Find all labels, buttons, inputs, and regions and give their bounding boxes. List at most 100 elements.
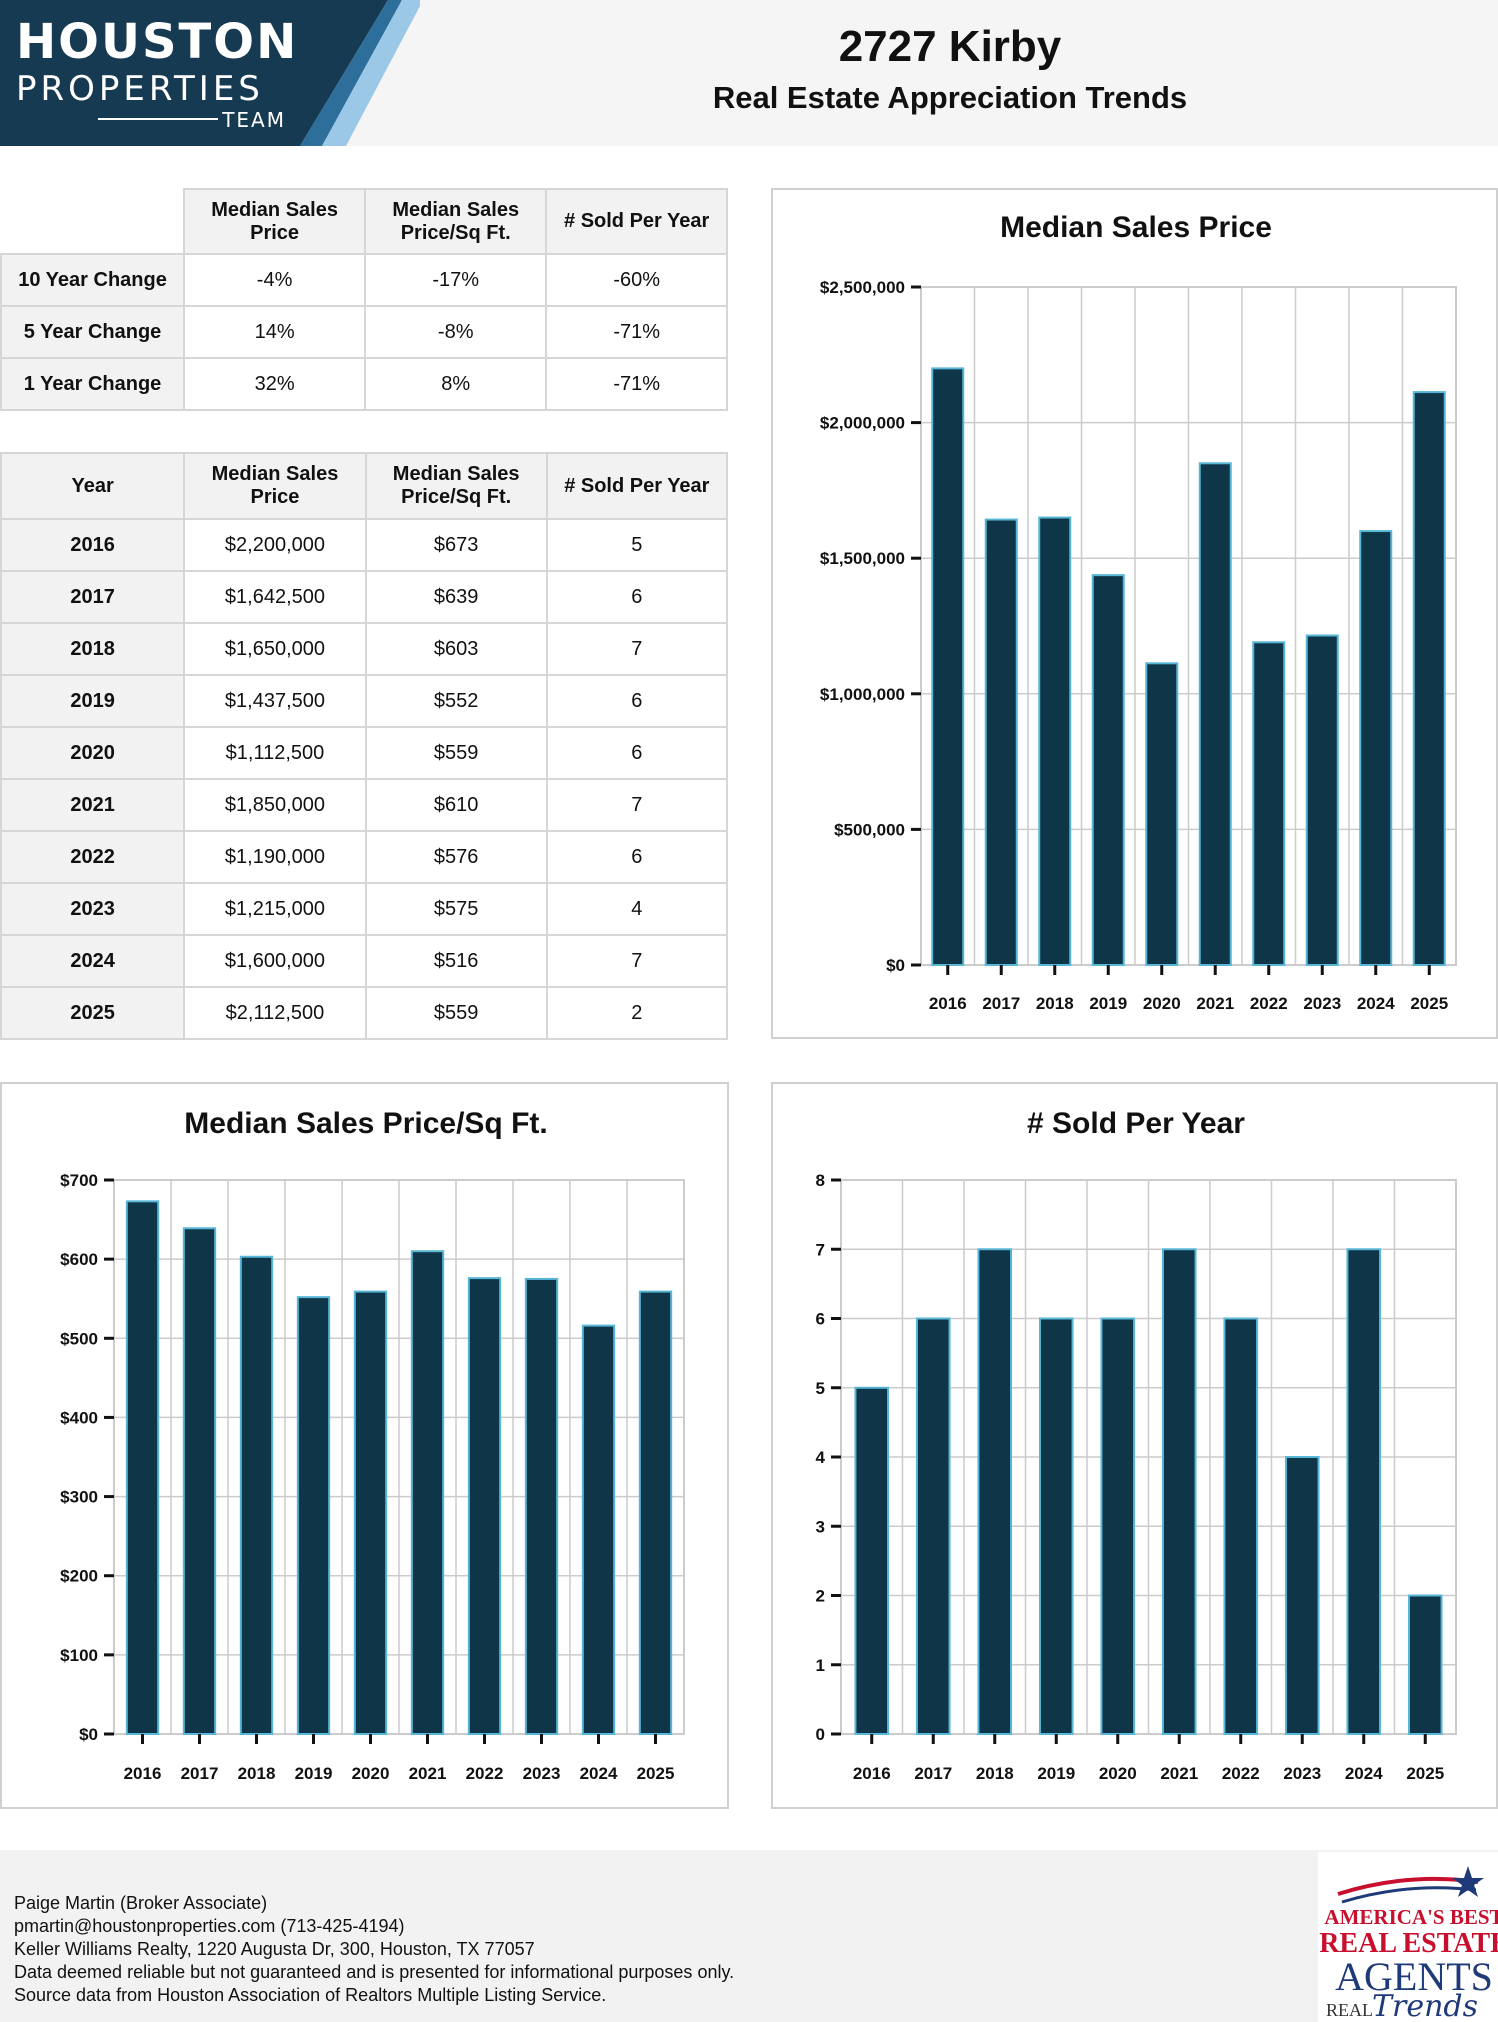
sqft-cell: $576 bbox=[364, 830, 548, 884]
sqft-cell: $516 bbox=[364, 934, 548, 988]
price-cell: $1,642,500 bbox=[183, 570, 367, 624]
disclaimer: Data deemed reliable but not guaranteed … bbox=[14, 1962, 735, 1982]
change-row-label: 1 Year Change bbox=[0, 357, 186, 411]
bar bbox=[1100, 1317, 1136, 1735]
x-tick-label: 2025 bbox=[637, 1764, 675, 1783]
bar bbox=[296, 1296, 331, 1735]
bar bbox=[1038, 516, 1072, 966]
bar bbox=[1145, 662, 1179, 966]
x-tick-label: 2020 bbox=[1099, 1764, 1137, 1783]
chart-title: Median Sales Price bbox=[1000, 211, 1272, 244]
table-row: 2022 $1,190,000 $576 6 bbox=[0, 830, 729, 884]
bar bbox=[524, 1277, 559, 1736]
x-tick-label: 2021 bbox=[1160, 1764, 1198, 1783]
sold-cell: 6 bbox=[545, 674, 729, 728]
sqft-cell: $603 bbox=[364, 622, 548, 676]
y-tick-label: $2,500,000 bbox=[820, 278, 905, 297]
change-cell: -4% bbox=[183, 253, 367, 307]
x-tick-label: 2021 bbox=[409, 1764, 447, 1783]
sold-cell: 7 bbox=[545, 778, 729, 832]
page-subtitle: Real Estate Appreciation Trends bbox=[712, 80, 1188, 115]
y-tick-label: $1,000,000 bbox=[820, 685, 905, 704]
badge-line-3: AGENTS bbox=[1335, 1954, 1493, 1999]
price-cell: $1,850,000 bbox=[183, 778, 367, 832]
table-row: 1 Year Change 32% 8% -71% bbox=[0, 357, 728, 411]
y-tick-label: $0 bbox=[886, 956, 905, 975]
bar bbox=[581, 1324, 616, 1735]
page-header: HOUSTON PROPERTIES TEAM 2727 Kirby Real … bbox=[0, 0, 1498, 146]
y-tick-label: 1 bbox=[816, 1656, 825, 1675]
y-tick-label: 5 bbox=[816, 1379, 825, 1398]
year-cell: 2016 bbox=[0, 518, 186, 572]
sqft-cell: $610 bbox=[364, 778, 548, 832]
brand-line-1: HOUSTON bbox=[16, 14, 299, 70]
median-price-chart-panel: Median Sales Price $0 $500,000 $1,000,000 $1… bbox=[771, 188, 1498, 1039]
x-tick-label: 2024 bbox=[1357, 994, 1395, 1013]
brand-line-2: PROPERTIES bbox=[16, 69, 264, 109]
bar bbox=[1091, 574, 1125, 966]
bar bbox=[1305, 634, 1339, 966]
year-cell: 2022 bbox=[0, 830, 186, 884]
y-tick-label: $100 bbox=[60, 1646, 98, 1665]
x-tick-label: 2020 bbox=[352, 1764, 390, 1783]
year-col-header: Median Sales Price/Sq Ft. bbox=[364, 452, 548, 520]
bar bbox=[854, 1386, 890, 1735]
x-tick-label: 2022 bbox=[1222, 1764, 1260, 1783]
year-cell: 2018 bbox=[0, 622, 186, 676]
year-cell: 2021 bbox=[0, 778, 186, 832]
brand-logo bbox=[0, 0, 420, 146]
x-tick-label: 2018 bbox=[238, 1764, 276, 1783]
page-title: 2727 Kirby bbox=[838, 22, 1062, 71]
badge-line-5: Trends bbox=[1372, 1989, 1478, 2022]
bar bbox=[638, 1290, 673, 1735]
y-tick-label: 3 bbox=[816, 1517, 825, 1536]
sqft-cell: $559 bbox=[364, 986, 548, 1040]
year-cell: 2025 bbox=[0, 986, 186, 1040]
bar bbox=[353, 1290, 388, 1735]
year-cell: 2020 bbox=[0, 726, 186, 780]
price-cell: $1,650,000 bbox=[183, 622, 367, 676]
year-col-header: Median Sales Price bbox=[183, 452, 367, 520]
price-cell: $1,600,000 bbox=[183, 934, 367, 988]
table-row: 2018 $1,650,000 $603 7 bbox=[0, 622, 729, 676]
bar bbox=[1284, 1456, 1320, 1735]
x-tick-label: 2016 bbox=[124, 1764, 162, 1783]
x-tick-label: 2019 bbox=[1089, 994, 1127, 1013]
y-tick-label: $600 bbox=[60, 1250, 98, 1269]
sold-cell: 7 bbox=[545, 934, 729, 988]
bar bbox=[1252, 641, 1286, 966]
y-tick-label: 0 bbox=[816, 1725, 825, 1744]
y-tick-label: $500 bbox=[60, 1329, 98, 1348]
year-cell: 2023 bbox=[0, 882, 186, 936]
bar bbox=[239, 1255, 274, 1735]
table-row: 2020 $1,112,500 $559 6 bbox=[0, 726, 729, 780]
price-cell: $2,112,500 bbox=[183, 986, 367, 1040]
chart-title: Median Sales Price/Sq Ft. bbox=[184, 1107, 547, 1140]
x-tick-label: 2017 bbox=[982, 994, 1020, 1013]
sold-cell: 6 bbox=[545, 830, 729, 884]
year-cell: 2024 bbox=[0, 934, 186, 988]
x-tick-label: 2025 bbox=[1406, 1764, 1444, 1783]
price-cell: $1,437,500 bbox=[183, 674, 367, 728]
bar bbox=[125, 1200, 160, 1735]
year-cell: 2017 bbox=[0, 570, 186, 624]
change-table-corner bbox=[1, 189, 185, 254]
bar bbox=[182, 1227, 217, 1736]
x-tick-label: 2017 bbox=[914, 1764, 952, 1783]
change-cell: 14% bbox=[183, 305, 367, 359]
office-address: Keller Williams Realty, 1220 Augusta Dr,… bbox=[14, 1939, 535, 1959]
x-tick-label: 2018 bbox=[976, 1764, 1014, 1783]
sold-cell: 4 bbox=[545, 882, 729, 936]
y-tick-label: $300 bbox=[60, 1488, 98, 1507]
bar bbox=[931, 367, 965, 967]
x-tick-label: 2022 bbox=[466, 1764, 504, 1783]
change-cell: -17% bbox=[364, 253, 548, 307]
y-tick-label: $1,500,000 bbox=[820, 549, 905, 568]
change-col-header: Median Sales Price bbox=[183, 188, 367, 255]
change-col-header: # Sold Per Year bbox=[545, 188, 728, 255]
x-tick-label: 2016 bbox=[853, 1764, 891, 1783]
y-tick-label: $200 bbox=[60, 1567, 98, 1586]
price-cell: $1,112,500 bbox=[183, 726, 367, 780]
sqft-cell: $559 bbox=[364, 726, 548, 780]
y-tick-label: $700 bbox=[60, 1171, 98, 1190]
